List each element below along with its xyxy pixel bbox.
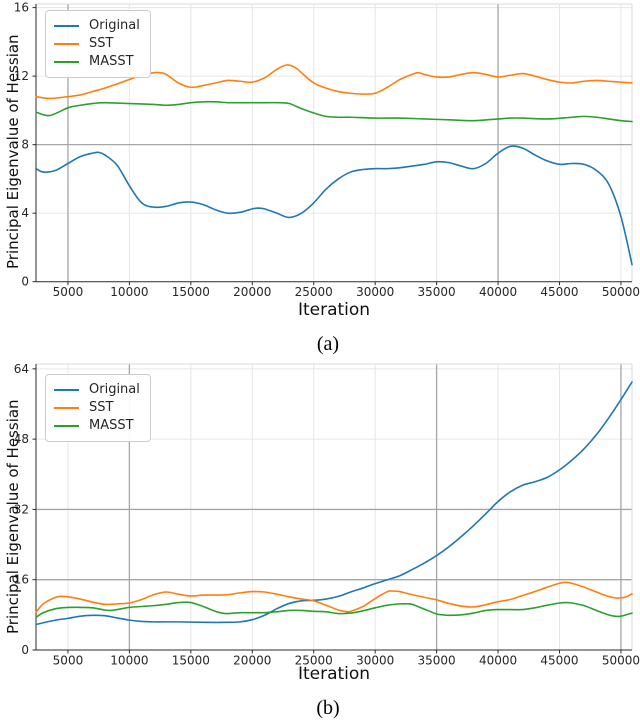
series-line-original xyxy=(35,145,633,266)
legend-line-swatch-masst xyxy=(54,425,79,427)
series-line-masst xyxy=(35,100,633,123)
x-axis-label: Iteration xyxy=(297,300,371,320)
legend-line-swatch-sst xyxy=(54,43,79,45)
x-tick-label: 10000 xyxy=(110,654,148,668)
x-tick-label: 40000 xyxy=(479,654,517,668)
x-tick-label: 15000 xyxy=(172,654,210,668)
legend-label: MASST xyxy=(89,418,134,433)
x-tick-label: 35000 xyxy=(418,654,456,668)
x-tick-label: 40000 xyxy=(479,285,517,299)
x-tick-label: 5000 xyxy=(53,654,84,668)
legend-label: Original xyxy=(89,382,140,397)
y-tick-label: 4 xyxy=(21,206,29,220)
legend-line-swatch-sst xyxy=(54,407,79,409)
x-tick-label: 10000 xyxy=(110,285,148,299)
legend-label: Original xyxy=(89,18,140,33)
x-tick-label: 25000 xyxy=(295,285,333,299)
x-tick-label: 30000 xyxy=(356,285,394,299)
y-axis-label: Principal Eigenvalue of Hessian xyxy=(4,399,22,634)
x-tick-label: 35000 xyxy=(418,285,456,299)
legend-line-swatch-masst xyxy=(54,61,79,63)
y-tick-label: 48 xyxy=(14,432,29,446)
x-tick-label: 45000 xyxy=(540,654,578,668)
legend-item-masst: MASST xyxy=(54,53,140,71)
plot-area-b: 5000 10000 15000 20000 25000 30000 35000 40000 4… xyxy=(14,362,640,668)
x-tick-label: 50000 xyxy=(602,654,640,668)
subfigure-caption-a: (a) xyxy=(316,333,340,355)
legend-item-masst: MASST xyxy=(54,417,140,435)
y-tick-label: 16 xyxy=(14,1,29,15)
x-tick-label: 45000 xyxy=(540,285,578,299)
x-tick-label: 15000 xyxy=(172,285,210,299)
y-tick-label: 32 xyxy=(14,502,29,516)
legend-label: SST xyxy=(89,400,114,415)
x-tick-label: 30000 xyxy=(356,654,394,668)
subfigure-caption-b: (b) xyxy=(316,697,340,719)
legend-item-sst: SST xyxy=(54,399,140,417)
legend-item-original: Original xyxy=(54,17,140,35)
x-tick-label: 25000 xyxy=(295,654,333,668)
legend-label: MASST xyxy=(89,54,134,69)
series-line-sst xyxy=(35,581,633,614)
y-tick-label: 8 xyxy=(21,138,29,152)
legend-line-swatch-original xyxy=(54,389,79,391)
y-tick-label: 64 xyxy=(14,362,29,376)
y-tick-label: 0 xyxy=(21,275,29,289)
y-tick-label: 12 xyxy=(14,69,29,83)
y-axis-label: Principal Eigenvalue of Hessian xyxy=(4,34,22,269)
series-line-masst xyxy=(35,601,633,619)
legend-line-swatch-original xyxy=(54,25,79,27)
legend-label: SST xyxy=(89,36,114,51)
y-tick-label: 0 xyxy=(21,643,29,657)
x-axis-label: Iteration xyxy=(297,664,371,684)
x-tick-label: 5000 xyxy=(53,285,84,299)
y-tick-label: 16 xyxy=(14,573,29,587)
legend: Original SST MASST xyxy=(45,374,151,442)
x-tick-label: 20000 xyxy=(233,285,271,299)
x-tick-label: 50000 xyxy=(602,285,640,299)
legend-item-sst: SST xyxy=(54,35,140,53)
series-line-original xyxy=(35,381,633,626)
legend-item-original: Original xyxy=(54,381,140,399)
legend: Original SST MASST xyxy=(45,10,151,78)
x-tick-label: 20000 xyxy=(233,654,271,668)
